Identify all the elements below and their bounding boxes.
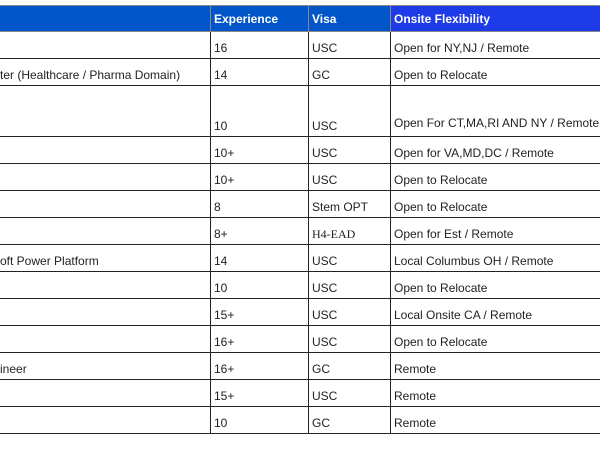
visa-cell: GC	[308, 58, 391, 86]
experience-cell: 10	[210, 406, 309, 434]
visa-cell: USC	[308, 298, 391, 326]
role-cell: ineer	[0, 352, 211, 380]
visa-cell: GC	[308, 352, 391, 380]
role-cell	[0, 325, 211, 353]
table-row: 16+ USC Open to Relocate	[0, 325, 600, 353]
header-row: Experience Visa Onsite Flexibility	[0, 5, 600, 32]
table-row: 10 GC Remote	[0, 406, 600, 434]
onsite-cell: Local Onsite CA / Remote	[390, 298, 600, 326]
experience-cell: 16	[210, 31, 309, 59]
table-row: ineer 16+ GC Remote	[0, 352, 600, 380]
table-row: oft Power Platform 14 USC Local Columbus OH…	[0, 244, 600, 272]
onsite-cell: Open For CT,MA,RI AND NY / Remote	[390, 85, 600, 137]
table-row: 10+ USC Open for VA,MD,DC / Remote	[0, 136, 600, 164]
header-experience: Experience	[210, 5, 309, 32]
role-cell: oft Power Platform	[0, 244, 211, 272]
experience-cell: 10+	[210, 163, 309, 191]
role-cell: ter (Healthcare / Pharma Domain)	[0, 58, 211, 86]
visa-cell: USC	[308, 244, 391, 272]
role-cell	[0, 31, 211, 59]
role-cell	[0, 190, 211, 218]
experience-cell: 14	[210, 58, 309, 86]
role-cell	[0, 136, 211, 164]
table-row: ter (Healthcare / Pharma Domain) 14 GC Open…	[0, 58, 600, 86]
onsite-cell: Open for Est / Remote	[390, 217, 600, 245]
header-role	[0, 5, 211, 32]
visa-cell: H4-EAD	[308, 217, 391, 245]
onsite-cell: Local Columbus OH / Remote	[390, 244, 600, 272]
experience-cell: 8	[210, 190, 309, 218]
role-cell	[0, 163, 211, 191]
visa-cell: USC	[308, 136, 391, 164]
visa-cell: GC	[308, 406, 391, 434]
visa-cell: USC	[308, 379, 391, 407]
header-onsite-flexibility: Onsite Flexibility	[390, 5, 600, 32]
role-cell	[0, 406, 211, 434]
table-row: 8+ H4-EAD Open for Est / Remote	[0, 217, 600, 245]
visa-cell: USC	[308, 325, 391, 353]
onsite-cell: Remote	[390, 406, 600, 434]
role-cell	[0, 379, 211, 407]
visa-cell: USC	[308, 271, 391, 299]
onsite-cell: Open to Relocate	[390, 325, 600, 353]
role-cell	[0, 298, 211, 326]
experience-cell: 10	[210, 271, 309, 299]
onsite-cell: Open to Relocate	[390, 190, 600, 218]
onsite-cell: Open for VA,MD,DC / Remote	[390, 136, 600, 164]
experience-cell: 16+	[210, 352, 309, 380]
experience-cell: 8+	[210, 217, 309, 245]
table-row: 10 USC Open to Relocate	[0, 271, 600, 299]
onsite-cell: Remote	[390, 352, 600, 380]
experience-cell: 14	[210, 244, 309, 272]
candidates-table: Experience Visa Onsite Flexibility 16 USC…	[0, 5, 600, 434]
header-visa: Visa	[308, 5, 391, 32]
table-row: 16 USC Open for NY,NJ / Remote	[0, 31, 600, 59]
table-row: 15+ USC Remote	[0, 379, 600, 407]
role-cell	[0, 217, 211, 245]
onsite-cell: Open for NY,NJ / Remote	[390, 31, 600, 59]
table-row: 10 USC Open For CT,MA,RI AND NY / Remote	[0, 85, 600, 137]
onsite-cell: Open to Relocate	[390, 163, 600, 191]
table-row: 8 Stem OPT Open to Relocate	[0, 190, 600, 218]
onsite-cell: Open to Relocate	[390, 271, 600, 299]
role-cell	[0, 271, 211, 299]
experience-cell: 10	[210, 85, 309, 137]
visa-cell: USC	[308, 163, 391, 191]
visa-cell: Stem OPT	[308, 190, 391, 218]
experience-cell: 15+	[210, 379, 309, 407]
onsite-cell: Open to Relocate	[390, 58, 600, 86]
experience-cell: 10+	[210, 136, 309, 164]
visa-cell: USC	[308, 85, 391, 137]
visa-cell: USC	[308, 31, 391, 59]
onsite-cell: Remote	[390, 379, 600, 407]
role-cell	[0, 85, 211, 137]
table-row: 10+ USC Open to Relocate	[0, 163, 600, 191]
table-row: 15+ USC Local Onsite CA / Remote	[0, 298, 600, 326]
experience-cell: 16+	[210, 325, 309, 353]
experience-cell: 15+	[210, 298, 309, 326]
